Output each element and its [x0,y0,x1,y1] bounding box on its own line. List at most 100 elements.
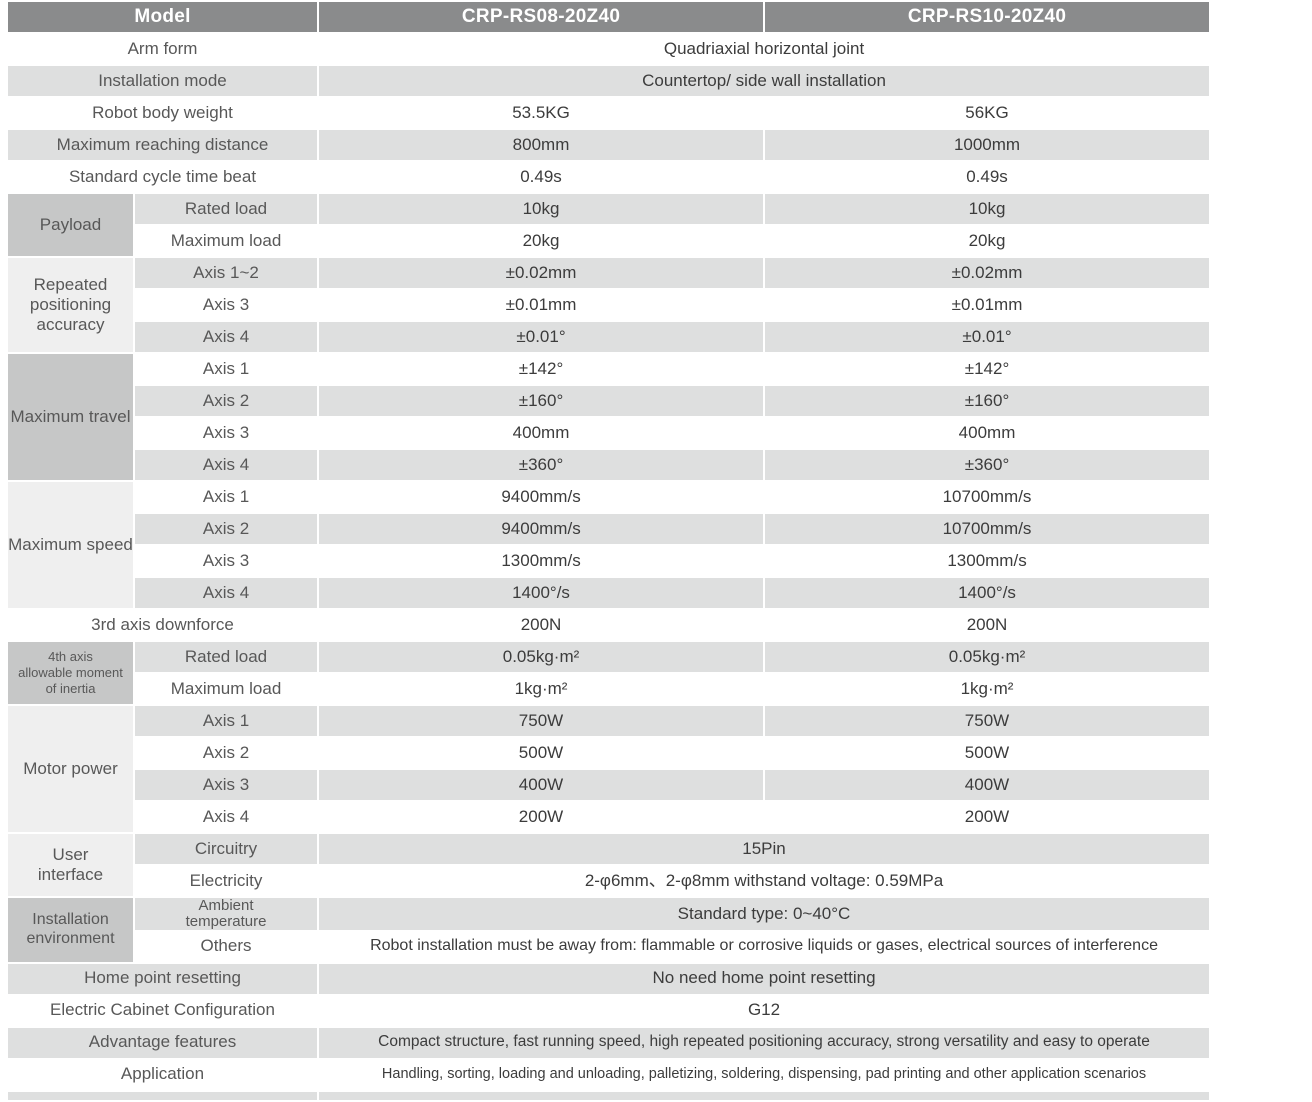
travel-axis4-rs10: ±360° [765,450,1210,480]
motor-axis4-rs08: 200W [319,802,764,832]
payload-rated-rs10: 10kg [765,194,1210,224]
inertia-max-rs08: 1kg·m² [319,674,764,704]
reaching-distance-rs10: 1000mm [765,130,1210,160]
row-travel-axis3: Axis 3 400mm 400mm [8,418,1210,448]
body-weight-label: Robot body weight [8,98,318,128]
speed-axis1-label: Axis 1 [135,482,318,512]
payload-max-rs08: 20kg [319,226,764,256]
inertia-rated-rs10: 0.05kg·m² [765,642,1210,672]
speed-axis1-rs10: 10700mm/s [765,482,1210,512]
motor-axis1-rs10: 750W [765,706,1210,736]
inertia-group-label: 4th axis allowable moment of inertia [8,642,133,704]
motor-axis1-rs08: 750W [319,706,764,736]
inertia-max-label: Maximum load [135,674,318,704]
payload-rated-label: Rated load [135,194,318,224]
home-resetting-value: No need home point resetting [319,963,1210,994]
row-accuracy-axis3: Axis 3 ±0.01mm ±0.01mm [8,290,1210,320]
speed-axis1-rs08: 9400mm/s [319,482,764,512]
row-inertia-max: Maximum load 1kg·m² 1kg·m² [8,674,1210,704]
speed-axis3-label: Axis 3 [135,546,318,576]
motor-group-label: Motor power [8,706,133,832]
row-user-electricity: Electricity 2-φ6mm、2-φ8mm withstand volt… [8,866,1210,896]
downforce-label: 3rd axis downforce [8,610,318,640]
cycle-time-label: Standard cycle time beat [8,162,318,192]
home-resetting-label: Home point resetting [8,963,318,994]
row-travel-axis1: Maximum travel Axis 1 ±142° ±142° [8,354,1210,480]
travel-axis3-rs08: 400mm [319,418,764,448]
cabinet-config-value: G12 [319,995,1210,1026]
speed-axis4-label: Axis 4 [135,578,318,608]
speed-axis2-rs10: 10700mm/s [765,514,1210,544]
row-cycle-time: Standard cycle time beat 0.49s 0.49s [8,162,1210,192]
spec-table: Model CRP-RS08-20Z40 CRP-RS10-20Z40 Arm … [6,0,1211,1102]
circuitry-value: 15Pin [319,834,1210,864]
arm-form-label: Arm form [8,34,318,64]
body-weight-rs08: 53.5KG [319,98,764,128]
motor-axis2-rs10: 500W [765,738,1210,768]
speed-axis3-rs10: 1300mm/s [765,546,1210,576]
cabinet-config-label: Electric Cabinet Configuration [8,995,318,1026]
motor-axis2-rs08: 500W [319,738,764,768]
ambient-temperature-value: Standard type: 0~40°C [319,898,1210,930]
row-payload-max: Maximum load 20kg 20kg [8,226,1210,256]
row-env-others: Others Robot installation must be away f… [8,931,1210,962]
installation-mode-value: Countertop/ side wall installation [319,66,1210,96]
row-motor-axis4: Axis 4 200W 200W [8,802,1210,832]
accuracy-axis4-label: Axis 4 [135,322,318,352]
accuracy-axis3-rs08: ±0.01mm [319,290,764,320]
row-arm-form: Arm form Quadriaxial horizontal joint [8,34,1210,64]
travel-axis1-rs08: ±142° [319,354,764,384]
accuracy-axis12-label: Axis 1~2 [135,258,318,288]
accuracy-axis3-rs10: ±0.01mm [765,290,1210,320]
motor-axis2-label: Axis 2 [135,738,318,768]
reaching-distance-label: Maximum reaching distance [8,130,318,160]
reaching-distance-rs08: 800mm [319,130,764,160]
accuracy-group-label: Repeated positioning accuracy [8,258,133,352]
travel-axis1-rs10: ±142° [765,354,1210,384]
travel-axis2-label: Axis 2 [135,386,318,416]
cycle-time-rs08: 0.49s [319,162,764,192]
ambient-temperature-label: Ambient temperature [135,898,318,930]
travel-axis3-rs10: 400mm [765,418,1210,448]
row-motor-axis1: Motor power Axis 1 750W 750W [8,706,1210,832]
downforce-rs10: 200N [765,610,1210,640]
inertia-max-rs10: 1kg·m² [765,674,1210,704]
motor-axis3-rs10: 400W [765,770,1210,800]
row-advantage: Advantage features Compact structure, fa… [8,1027,1210,1058]
accuracy-axis4-rs10: ±0.01° [765,322,1210,352]
row-user-circuitry: User interface Circuitry 15Pin [8,834,1210,896]
row-env-ambient: Installation environment Ambient tempera… [8,898,1210,962]
speed-axis4-rs08: 1400°/s [319,578,764,608]
row-motor-axis2: Axis 2 500W 500W [8,738,1210,768]
row-motor-axis3: Axis 3 400W 400W [8,770,1210,800]
row-travel-axis4: Axis 4 ±360° ±360° [8,450,1210,480]
row-speed-axis2: Axis 2 9400mm/s 10700mm/s [8,514,1210,544]
travel-axis3-label: Axis 3 [135,418,318,448]
env-group-label: Installation environment [8,898,133,962]
body-weight-rs10: 56KG [765,98,1210,128]
arm-form-value: Quadriaxial horizontal joint [319,34,1210,64]
row-reaching-distance: Maximum reaching distance 800mm 1000mm [8,130,1210,160]
accuracy-axis3-label: Axis 3 [135,290,318,320]
row-accuracy-axis12: Repeated positioning accuracy Axis 1~2 ±… [8,258,1210,352]
row-body-weight: Robot body weight 53.5KG 56KG [8,98,1210,128]
speed-group-label: Maximum speed [8,482,133,608]
installation-mode-label: Installation mode [8,66,318,96]
motor-axis1-label: Axis 1 [135,706,318,736]
others-label: Others [135,931,318,962]
advantage-value: Compact structure, fast running speed, h… [319,1027,1210,1058]
travel-axis4-label: Axis 4 [135,450,318,480]
header-model-rs08: CRP-RS08-20Z40 [319,2,764,32]
payload-max-rs10: 20kg [765,226,1210,256]
row-travel-axis2: Axis 2 ±160° ±160° [8,386,1210,416]
travel-axis1-label: Axis 1 [135,354,318,384]
accuracy-axis12-rs08: ±0.02mm [319,258,764,288]
payload-rated-rs08: 10kg [319,194,764,224]
row-cabinet-config: Electric Cabinet Configuration G12 [8,995,1210,1026]
speed-axis2-label: Axis 2 [135,514,318,544]
motor-axis3-rs08: 400W [319,770,764,800]
row-accuracy-axis4: Axis 4 ±0.01° ±0.01° [8,322,1210,352]
accuracy-axis12-rs10: ±0.02mm [765,258,1210,288]
travel-axis2-rs08: ±160° [319,386,764,416]
row-payload-rated: Payload Rated load 10kg 10kg [8,194,1210,256]
